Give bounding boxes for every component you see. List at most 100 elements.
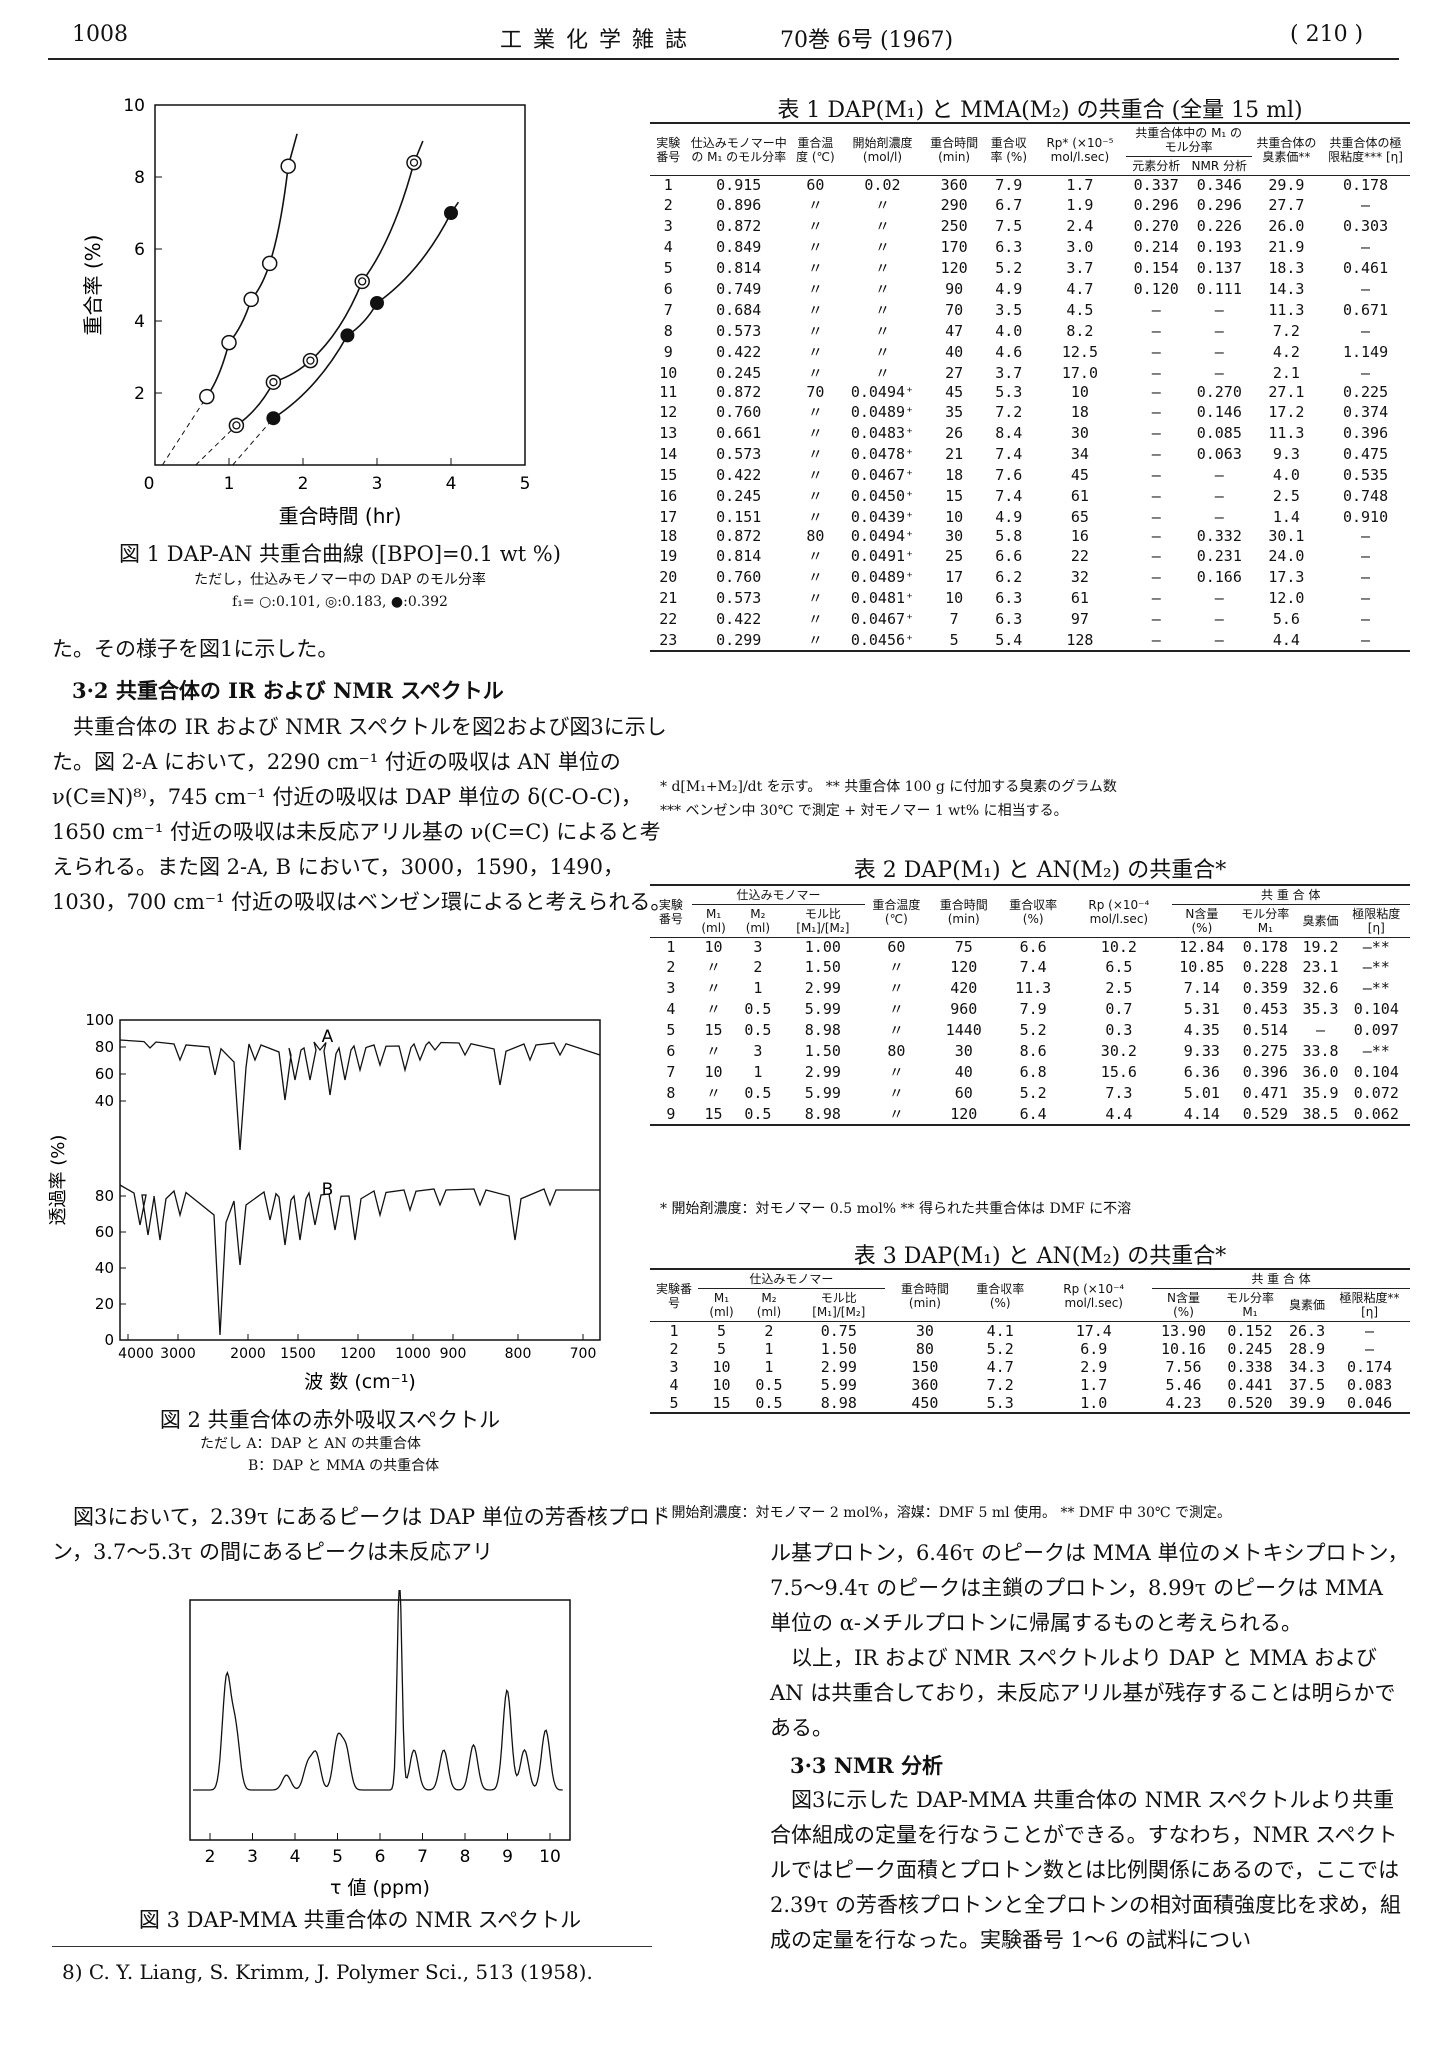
t1-row: 21 0.573 〃 0.0481⁺ 10 6.3 61 — — 12.0 —: [650, 587, 1410, 608]
t1-cell: 0.872: [716, 216, 762, 235]
t1-cell: 0.151: [716, 507, 762, 526]
t2-row: 8 〃 0.5 5.99 〃 60 5.2 7.3 5.01 0.471 35.9 0.072: [650, 1082, 1410, 1103]
t1-cell: 17.2: [1268, 402, 1305, 421]
t3-cell: 0.046: [1346, 1394, 1393, 1412]
t1-cell: 3.7: [1066, 258, 1094, 277]
t1-h-br: 共重合体の臭素価**: [1256, 135, 1317, 164]
t1-cell: 250: [940, 216, 968, 235]
fig1-xtick-label: 5: [520, 474, 531, 494]
t2-cell: 5.2: [1019, 1020, 1047, 1039]
t1-cell: 0.475: [1342, 444, 1389, 463]
t2-cell: 〃: [888, 1084, 904, 1102]
t1-cell: 〃: [874, 217, 890, 235]
t1-cell: 0.0456⁺: [850, 630, 915, 649]
t1-cell: 0.245: [716, 363, 762, 382]
t1-cell: —: [1214, 363, 1224, 382]
t1-cell: 0.0450⁺: [850, 486, 915, 505]
t1-cell: —: [1151, 423, 1161, 442]
t1-cell: —: [1214, 588, 1224, 607]
t1-cell: 7: [663, 300, 673, 319]
t1-cell: 0.749: [716, 279, 762, 298]
t2-h-no: 実験番号: [658, 897, 683, 926]
t2-h-visc: 極限粘度 [η]: [1352, 907, 1401, 935]
t3-cell: 10: [712, 1358, 731, 1376]
t2-cell: 35.9: [1302, 1083, 1339, 1102]
t2-cell: 60: [954, 1083, 973, 1102]
t1-cell: 27: [945, 363, 964, 382]
fig1-xtick-label: 3: [372, 474, 383, 494]
fig1-note1: ただし，仕込みモノマー中の DAP のモル分率: [194, 572, 486, 588]
t1-cell: 0.896: [716, 195, 762, 214]
t3-cell: 2: [764, 1322, 774, 1340]
t2-cell: 2: [666, 957, 676, 976]
t3-cell: 0.338: [1227, 1358, 1273, 1376]
t1-cell: 10: [945, 588, 964, 607]
fig1-note2: f₁= ○:0.101, ◎:0.183, ●:0.392: [232, 594, 448, 610]
fig1-series-line: [206, 133, 298, 398]
t1-cell: 70: [945, 300, 964, 319]
t2-row: 5 15 0.5 8.98 〃 1440 5.2 0.3 4.35 0.514 — 0.097: [650, 1019, 1410, 1040]
right-paragraph-1: ル基プロトン，6.46τ のピークは MMA 単位のメトキシプロトン，7.5～9…: [770, 1541, 1409, 1635]
t2-cell: 120: [950, 1104, 978, 1123]
t1-cell: 17.3: [1268, 567, 1305, 586]
t1-row: 2 0.896 〃 〃 290 6.7 1.9 0.296 0.296 27.7 —: [650, 194, 1410, 215]
t2-cell: —**: [1362, 938, 1390, 956]
t1-cell: 23: [659, 630, 678, 649]
section-3-3-heading: 3·3 NMR 分析: [790, 1753, 944, 1778]
t1-cell: 20: [659, 567, 678, 586]
t1-cell: 0.231: [1196, 546, 1242, 565]
left-paragraph-3: 図3において，2.39τ にあるピークは DAP 単位の芳香核プロトン，3.7～…: [52, 1500, 672, 1570]
t1-cell: 〃: [874, 259, 890, 277]
t2-cell: 6: [666, 1041, 676, 1060]
t3-cell: 4.23: [1165, 1394, 1202, 1412]
t1-cell: —: [1151, 486, 1161, 505]
fig1-point-inner: [409, 158, 419, 167]
t1-cell: 16: [659, 486, 678, 505]
t1-h-nmr: NMR 分析: [1191, 159, 1248, 173]
t1-cell: 0.915: [716, 176, 762, 194]
t1-cell: 0.0489⁺: [850, 402, 915, 421]
t1-cell: 0.120: [1133, 279, 1179, 298]
fig2-ytick-label: 100: [85, 1011, 114, 1029]
t2-cell: 5.01: [1183, 1083, 1220, 1102]
t1-cell: 0.849: [716, 237, 762, 256]
t2-cell: 80: [887, 1041, 906, 1060]
t3-cell: 5: [717, 1322, 727, 1340]
t1-cell: —: [1151, 363, 1161, 382]
t2-row: 9 15 0.5 8.98 〃 120 6.4 4.4 4.14 0.529 38.5 0.062: [650, 1103, 1410, 1125]
fig1-point: [444, 206, 458, 220]
t3-h-yield: 重合収率 (%): [976, 1281, 1025, 1310]
t1-cell: 〃: [807, 196, 823, 214]
t1-cell: 0.814: [716, 258, 762, 277]
t2-cell: 〃: [888, 979, 904, 997]
t1-cell: 0.573: [716, 321, 762, 340]
fig2-ytick-label: 80: [95, 1187, 114, 1205]
t2-row: 4 〃 0.5 5.99 〃 960 7.9 0.7 5.31 0.453 35.3 0.104: [650, 998, 1410, 1019]
t1-cell: 0.0478⁺: [850, 444, 915, 463]
t2-cell: 120: [950, 957, 978, 976]
t1-cell: 4.0: [1272, 465, 1300, 484]
t3-cell: 2.99: [820, 1358, 857, 1376]
journal-title: 工 業 化 学 雑 誌: [500, 28, 689, 53]
t1-row: 3 0.872 〃 〃 250 7.5 2.4 0.270 0.226 26.0 0.303: [650, 215, 1410, 236]
fig1-point: [243, 291, 259, 308]
fig2-ylabel: 透過率 (%): [48, 1135, 69, 1226]
t1-cell: —: [1151, 630, 1161, 649]
t1-cell: 5.2: [995, 258, 1023, 277]
t1-cell: 12: [659, 402, 678, 421]
t2-cell: 0.5: [744, 1104, 772, 1123]
fig3-caption: 図 3 DAP-MMA 共重合体の NMR スペクトル: [138, 1908, 582, 1932]
t1-cell: 6.7: [995, 195, 1023, 214]
t1-cell: 6.3: [995, 609, 1023, 628]
t3-cell: 6.9: [1080, 1340, 1108, 1358]
t1-cell: 97: [1070, 609, 1089, 628]
t3-cell: 5.2: [986, 1340, 1014, 1358]
t1-cell: 0.0489⁺: [850, 567, 915, 586]
t2-h-copoly-group: 共 重 合 体: [1171, 885, 1410, 905]
t1-cell: —: [1151, 342, 1161, 361]
t2-cell: 10.85: [1179, 957, 1225, 976]
t1-cell: 〃: [807, 217, 823, 235]
t3-cell: 3: [669, 1358, 679, 1376]
t2-cell: 〃: [888, 1021, 904, 1039]
t1-cell: 21: [659, 588, 678, 607]
